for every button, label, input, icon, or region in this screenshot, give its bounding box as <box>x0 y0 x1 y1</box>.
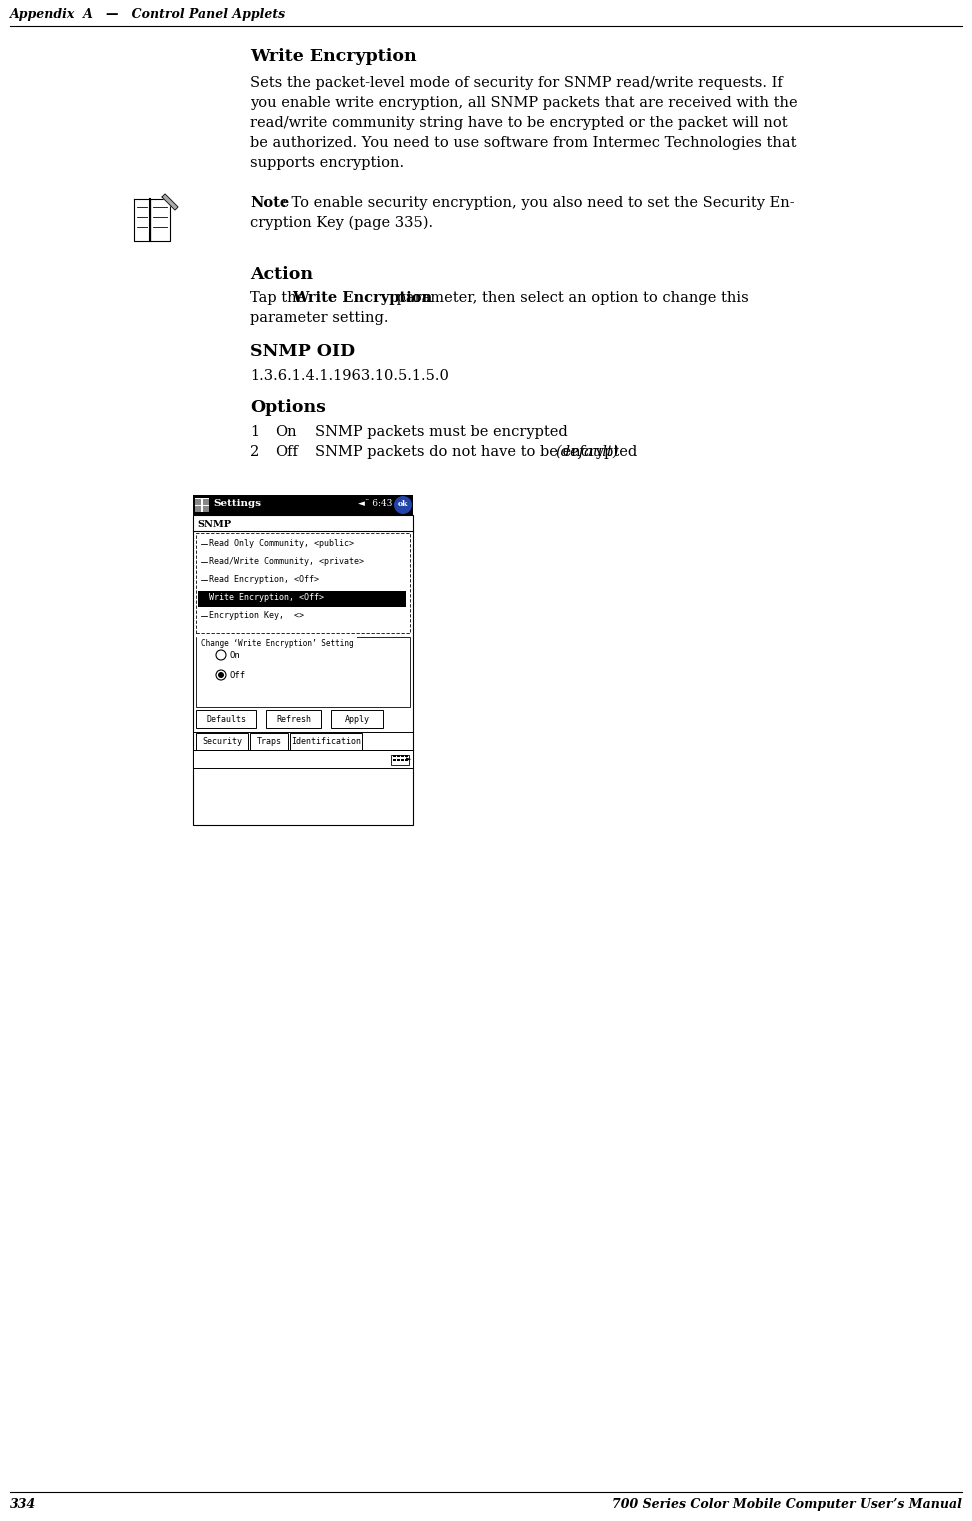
Bar <box>195 497 209 513</box>
Polygon shape <box>134 199 150 240</box>
Text: Refresh: Refresh <box>276 715 311 724</box>
Text: ok: ok <box>398 500 408 508</box>
Bar <box>195 506 201 513</box>
Text: Sets the packet-level mode of security for SNMP read/write requests. If: Sets the packet-level mode of security f… <box>250 76 782 90</box>
Polygon shape <box>150 199 170 240</box>
Text: Change ‘Write Encryption’ Setting: Change ‘Write Encryption’ Setting <box>201 639 354 648</box>
Text: Defaults: Defaults <box>206 715 246 724</box>
Bar <box>196 733 248 750</box>
Bar <box>198 592 406 607</box>
Text: SNMP OID: SNMP OID <box>250 344 355 360</box>
Bar <box>405 759 407 760</box>
Text: read/write community string have to be encrypted or the packet will not: read/write community string have to be e… <box>250 116 787 129</box>
Text: you enable write encryption, all SNMP packets that are received with the: you enable write encryption, all SNMP pa… <box>250 96 798 110</box>
Text: 334: 334 <box>10 1498 36 1510</box>
Bar <box>196 532 410 633</box>
Bar <box>196 637 410 707</box>
Text: SNMP packets must be encrypted: SNMP packets must be encrypted <box>315 424 568 440</box>
Text: Action: Action <box>250 266 313 283</box>
Bar <box>393 759 396 760</box>
Text: Read Encryption, <Off>: Read Encryption, <Off> <box>209 575 319 584</box>
Text: Traps: Traps <box>257 738 282 745</box>
Bar <box>397 759 399 760</box>
Polygon shape <box>162 195 178 210</box>
Text: SNMP: SNMP <box>197 520 231 529</box>
Text: : To enable security encryption, you also need to set the Security En-: : To enable security encryption, you als… <box>282 196 795 210</box>
Bar <box>397 754 399 757</box>
Bar <box>250 733 288 750</box>
Text: Settings: Settings <box>213 499 261 508</box>
Text: Off: Off <box>229 671 245 680</box>
Text: Note: Note <box>250 196 290 210</box>
Circle shape <box>218 672 224 678</box>
Text: 1: 1 <box>250 424 260 440</box>
Bar <box>203 506 209 513</box>
Bar <box>401 759 403 760</box>
Bar <box>401 754 403 757</box>
Text: Write Encryption, <Off>: Write Encryption, <Off> <box>209 593 324 602</box>
Text: Security: Security <box>202 738 242 745</box>
Circle shape <box>394 496 412 514</box>
Text: ►: ► <box>405 754 411 764</box>
Text: supports encryption.: supports encryption. <box>250 157 404 170</box>
Bar <box>203 499 209 505</box>
Text: Write Encryption: Write Encryption <box>250 49 417 65</box>
Bar <box>266 710 321 729</box>
Text: 1.3.6.1.4.1.1963.10.5.1.5.0: 1.3.6.1.4.1.1963.10.5.1.5.0 <box>250 370 449 383</box>
Bar <box>290 733 362 750</box>
Text: On: On <box>275 424 296 440</box>
Bar <box>196 710 256 729</box>
Bar <box>331 710 383 729</box>
Text: Write Encryption: Write Encryption <box>292 291 433 306</box>
Circle shape <box>216 649 226 660</box>
Text: 2: 2 <box>250 446 260 459</box>
Text: Appendix  A   —   Control Panel Applets: Appendix A — Control Panel Applets <box>10 8 286 21</box>
Text: parameter setting.: parameter setting. <box>250 310 389 325</box>
Bar <box>193 494 413 516</box>
Text: 700 Series Color Mobile Computer User’s Manual: 700 Series Color Mobile Computer User’s … <box>612 1498 962 1510</box>
Text: On: On <box>229 651 240 660</box>
Text: Encryption Key,  <>: Encryption Key, <> <box>209 611 304 621</box>
Text: be authorized. You need to use software from Intermec Technologies that: be authorized. You need to use software … <box>250 135 796 151</box>
Text: Options: Options <box>250 399 326 417</box>
Bar <box>391 754 409 765</box>
Bar <box>193 750 413 768</box>
Text: cryption Key (page 335).: cryption Key (page 335). <box>250 216 434 230</box>
Text: ◄¨ 6:43: ◄¨ 6:43 <box>358 499 393 508</box>
Bar <box>195 499 201 505</box>
Bar <box>393 754 396 757</box>
Bar <box>193 516 413 824</box>
Text: Read/Write Community, <private>: Read/Write Community, <private> <box>209 557 364 566</box>
Bar <box>405 754 407 757</box>
Circle shape <box>216 669 226 680</box>
Text: Read Only Community, <public>: Read Only Community, <public> <box>209 538 354 548</box>
Text: Off: Off <box>275 446 297 459</box>
Text: SNMP packets do not have to be encrypted: SNMP packets do not have to be encrypted <box>315 446 642 459</box>
Text: parameter, then select an option to change this: parameter, then select an option to chan… <box>392 291 748 306</box>
Text: Tap the: Tap the <box>250 291 310 306</box>
Text: Identification: Identification <box>291 738 361 745</box>
Text: Apply: Apply <box>344 715 369 724</box>
Text: (default): (default) <box>555 446 618 459</box>
